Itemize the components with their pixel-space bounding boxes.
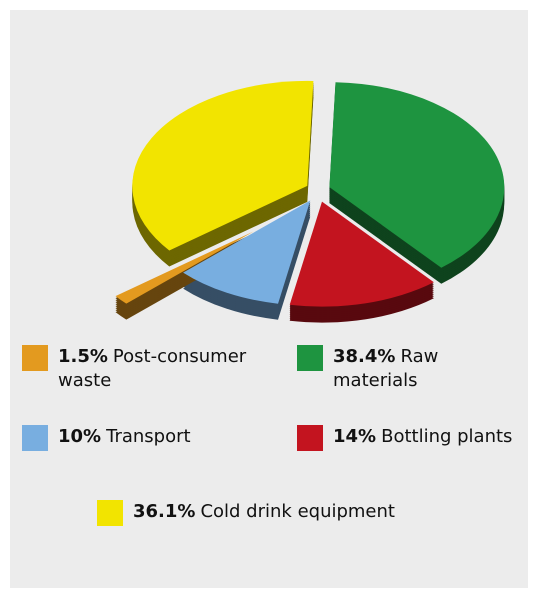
legend-text: 36.1% Cold drink equipment [133,500,483,524]
slice [289,201,434,307]
legend-swatch [22,425,48,451]
legend-label: Transport [106,426,191,447]
legend-label: Cold drink equipment [200,501,395,522]
legend-item: 36.1% Cold drink equipment [97,500,483,526]
legend-value: 38.4% [333,346,396,367]
legend-swatch [22,345,48,371]
legend-item: 14% Bottling plants [297,425,537,451]
legend-text: 1.5% Post-consumer waste [58,345,268,393]
legend-text: 10% Transport [58,425,268,449]
legend-value: 1.5% [58,346,108,367]
legend-text: 38.4% Raw materials [333,345,523,393]
slice [115,231,254,304]
slice [329,82,505,268]
legend-item: 38.4% Raw materials [297,345,523,393]
legend-value: 36.1% [133,501,196,522]
legend-label: Bottling plants [381,426,513,447]
legend-swatch [297,425,323,451]
legend-value: 14% [333,426,377,447]
slice [183,200,311,304]
slice [132,80,314,251]
legend-swatch [97,500,123,526]
legend-label: Raw materials [333,346,439,391]
legend-value: 10% [58,426,102,447]
legend-text: 14% Bottling plants [333,425,537,449]
legend-label: Post-consumer waste [58,346,247,391]
legend-item: 10% Transport [22,425,268,451]
legend-swatch [297,345,323,371]
legend-item: 1.5% Post-consumer waste [22,345,268,393]
